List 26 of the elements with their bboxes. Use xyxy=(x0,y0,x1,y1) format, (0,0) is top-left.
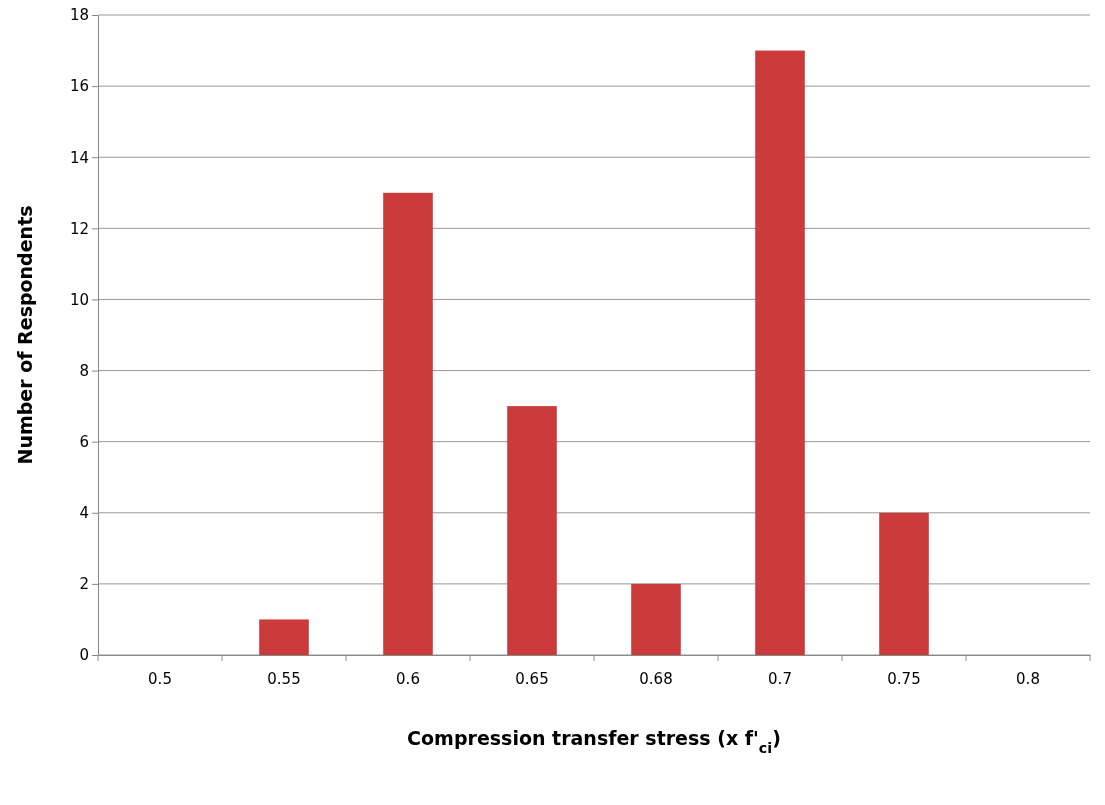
x-tick-label: 0.75 xyxy=(887,669,921,688)
bar xyxy=(755,50,805,655)
bar xyxy=(879,512,929,655)
y-axis-title: Number of Respondents xyxy=(14,205,36,465)
y-tick-label: 14 xyxy=(69,148,89,167)
x-tick-label: 0.68 xyxy=(639,669,673,688)
bar xyxy=(631,583,681,655)
y-tick-label: 4 xyxy=(79,504,89,523)
y-tick-label: 12 xyxy=(69,219,89,238)
x-tick-label: 0.8 xyxy=(1016,669,1040,688)
x-tick-label: 0.6 xyxy=(396,669,420,688)
x-tick-label: 0.5 xyxy=(148,669,172,688)
x-axis-title: Compression transfer stress (x f'$_{ci}$) xyxy=(407,727,781,756)
y-tick-label: 0 xyxy=(79,646,89,665)
x-tick-label: 0.55 xyxy=(267,669,301,688)
y-tick-label: 18 xyxy=(69,6,89,25)
y-tick-label: 2 xyxy=(79,575,89,594)
bar xyxy=(383,192,433,655)
bar xyxy=(507,406,557,655)
x-tick-label: 0.65 xyxy=(515,669,549,688)
y-tick-label: 16 xyxy=(69,77,89,96)
y-tick-label: 8 xyxy=(79,361,89,380)
y-tick-label: 10 xyxy=(69,290,89,309)
x-tick-label: 0.7 xyxy=(768,669,792,688)
y-tick-label: 6 xyxy=(79,432,89,451)
bar xyxy=(259,619,309,655)
